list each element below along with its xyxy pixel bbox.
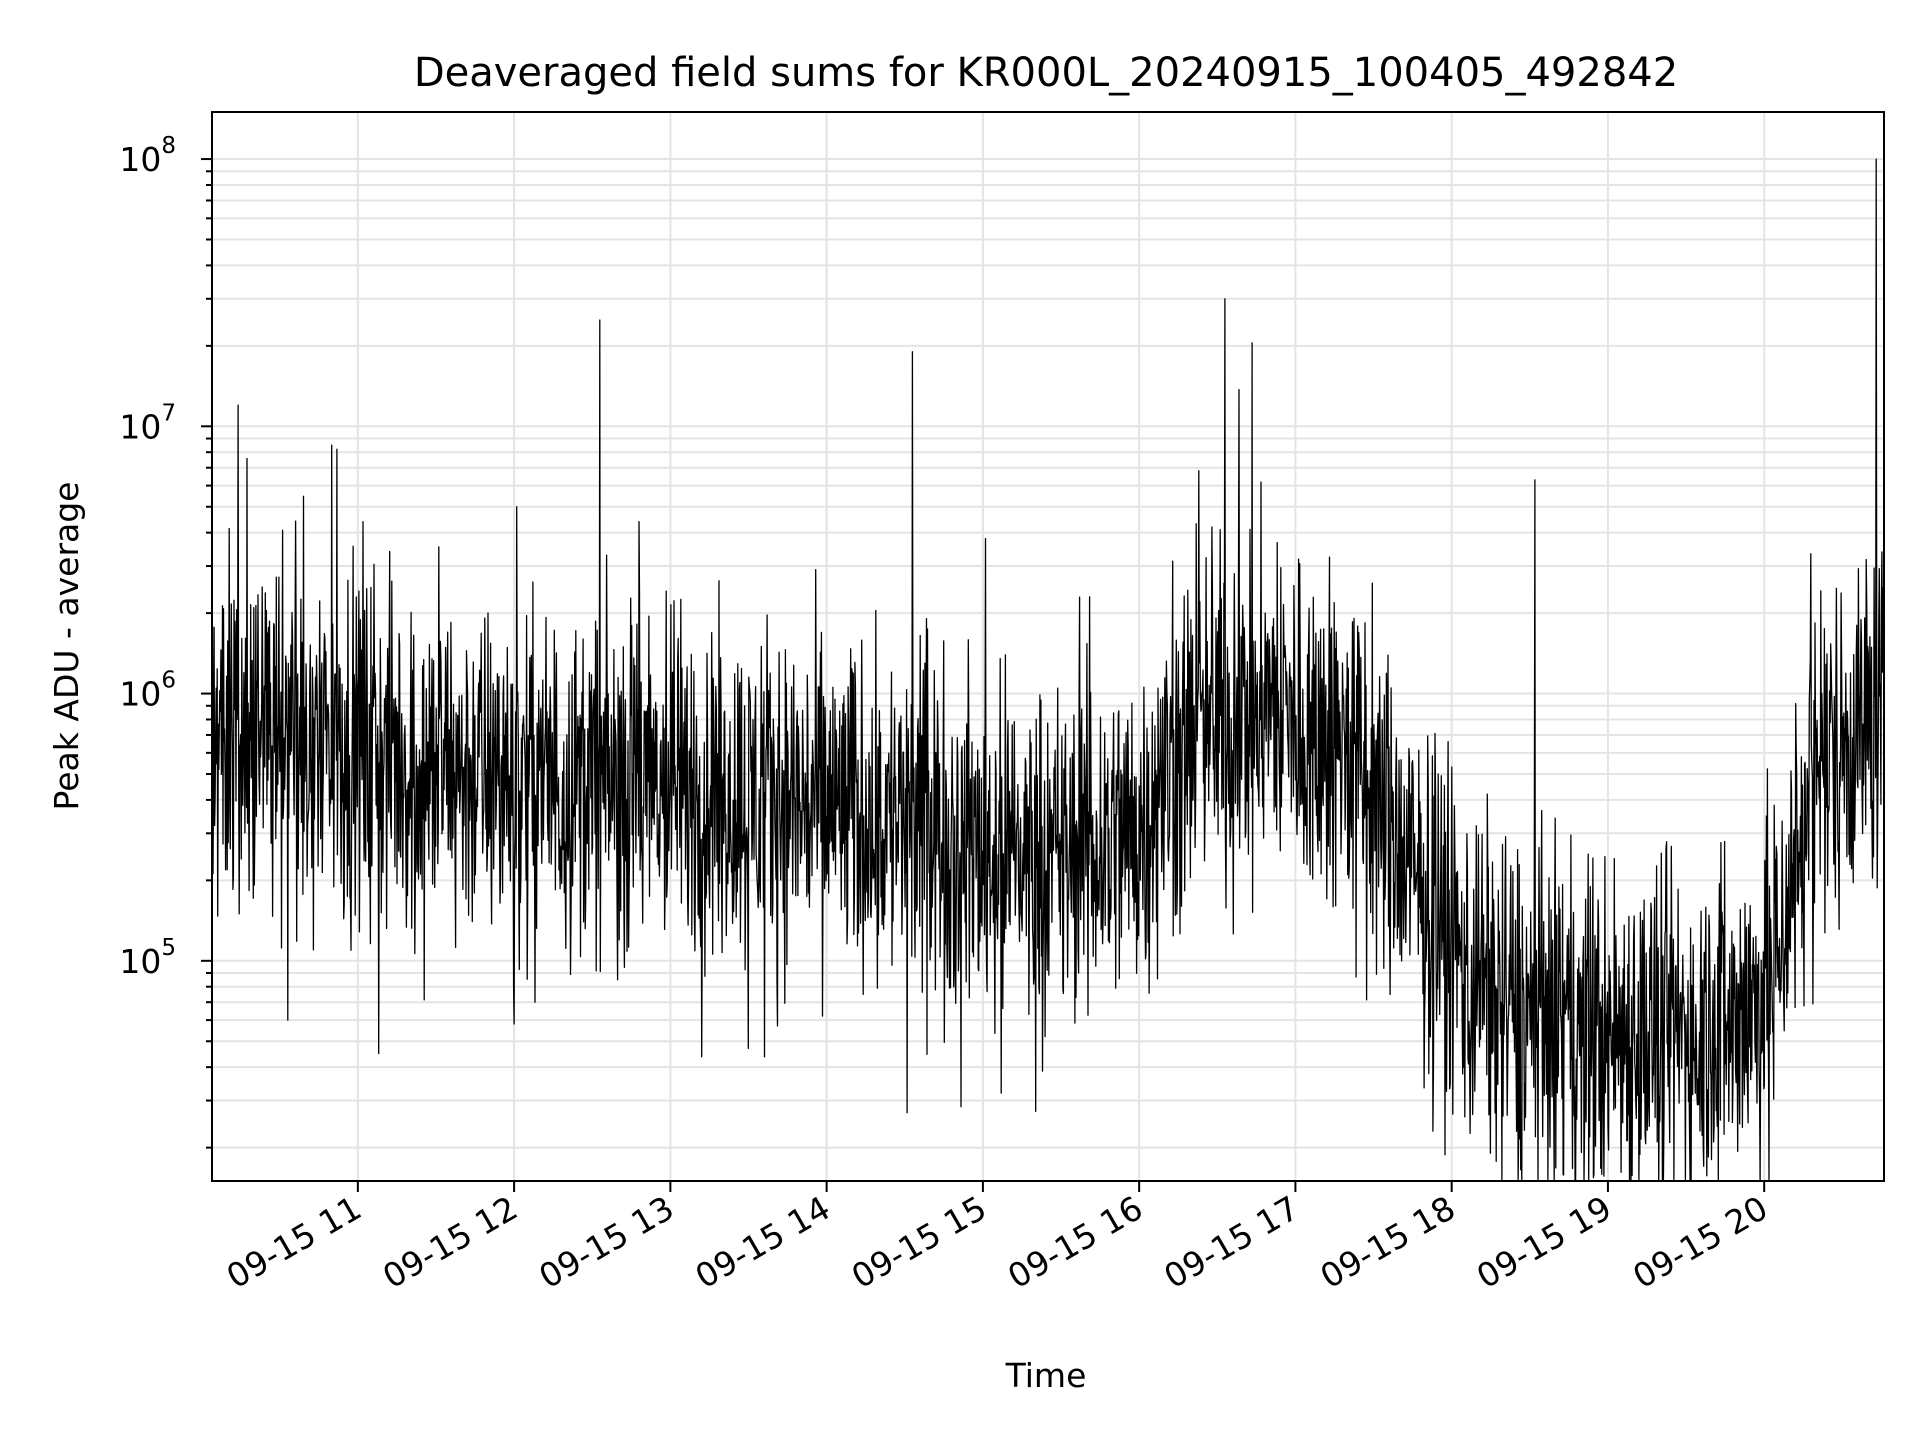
y-tick-label: 106 [119,668,176,714]
chart-title: Deaveraged field sums for KR000L_2024091… [414,50,1678,96]
y-axis-label: Peak ADU - average [47,482,86,811]
plot-frame [211,111,1885,1182]
y-tick-label: 108 [119,133,176,179]
y-tick-label: 107 [119,400,176,446]
y-tick-label: 105 [119,935,176,981]
data-layer [211,158,1885,1182]
x-axis-label: Time [1005,1356,1087,1395]
series-line [211,158,1885,1182]
